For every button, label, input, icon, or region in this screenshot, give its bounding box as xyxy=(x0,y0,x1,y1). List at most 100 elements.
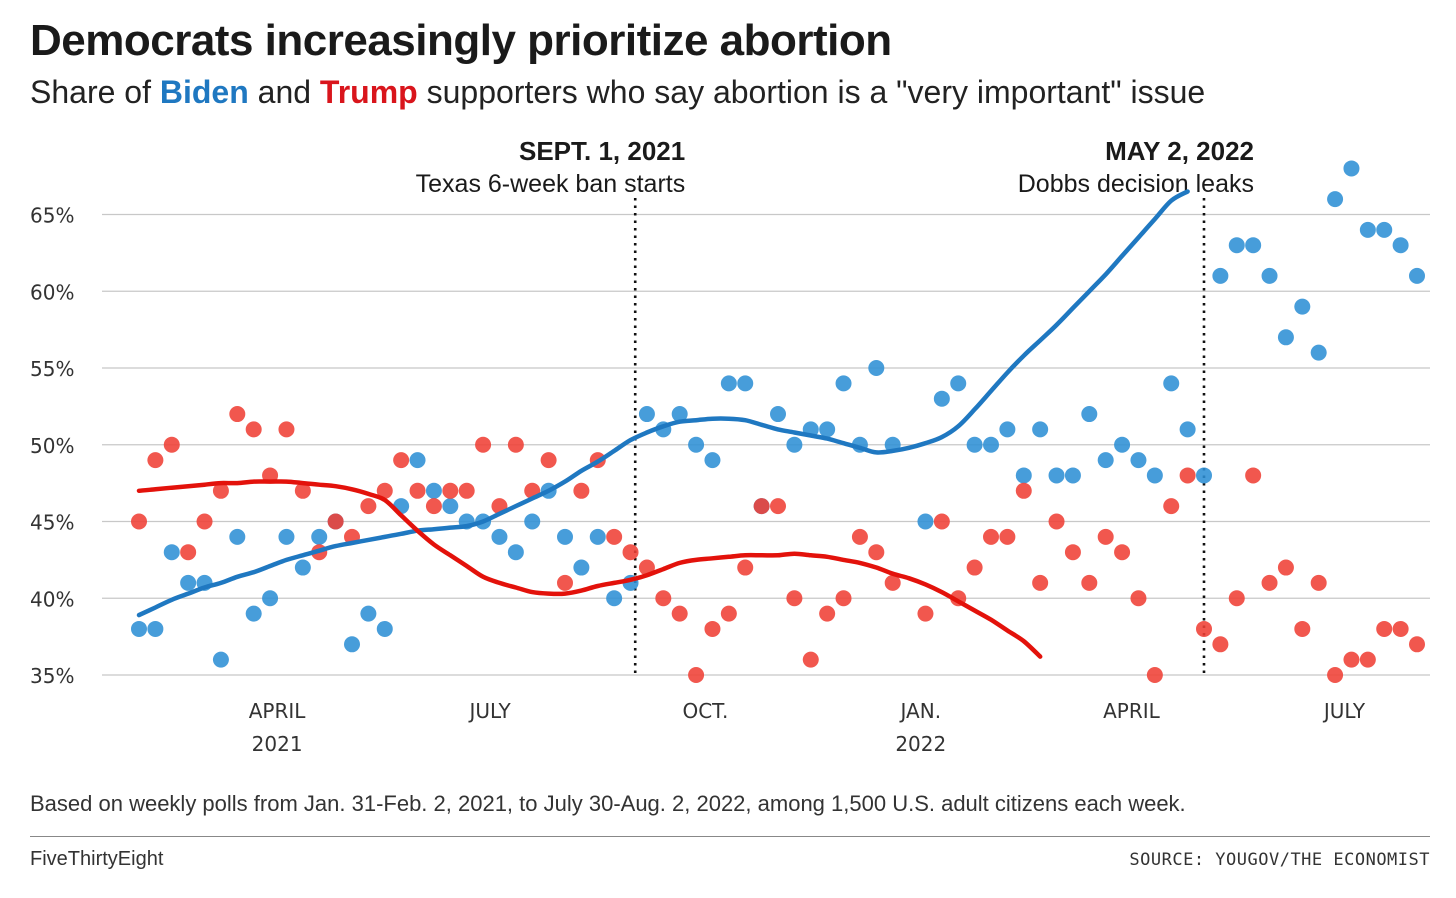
trump-data-point xyxy=(737,559,754,576)
trump-data-point xyxy=(704,620,721,637)
biden-data-point xyxy=(1179,421,1196,438)
event-annotations: SEPT. 1, 2021 Texas 6-week ban starts MAY … xyxy=(416,136,1254,676)
brand-label: FiveThirtyEight xyxy=(30,848,164,870)
x-tick-label: JULY xyxy=(467,699,511,723)
trump-data-point xyxy=(983,528,999,545)
biden-data-point xyxy=(1376,221,1393,238)
trump-data-point xyxy=(884,574,901,591)
trump-data-point xyxy=(851,528,868,545)
trump-data-point xyxy=(1359,651,1376,668)
trump-data-point xyxy=(770,498,786,515)
trump-data-point xyxy=(802,651,819,668)
biden-data-point xyxy=(606,590,623,607)
biden-data-point xyxy=(1343,160,1360,177)
trump-data-point xyxy=(1048,513,1065,530)
biden-data-point xyxy=(344,636,360,653)
biden-data-point xyxy=(147,620,164,637)
trump-data-point xyxy=(196,513,213,530)
biden-data-point xyxy=(638,406,655,423)
biden-data-point xyxy=(180,574,197,591)
trump-data-point xyxy=(1163,498,1180,515)
trump-data-point xyxy=(1081,574,1098,591)
biden-data-point xyxy=(770,406,786,423)
biden-data-point xyxy=(245,605,262,622)
trump-data-point xyxy=(1392,620,1409,637)
trump-data-point xyxy=(376,482,393,499)
biden-data-point xyxy=(1032,421,1049,438)
subtitle-trump-label: Trump xyxy=(319,74,418,110)
trump-data-point xyxy=(1130,590,1147,607)
biden-data-point xyxy=(1212,267,1229,284)
data-points xyxy=(131,160,1425,683)
trump-data-point xyxy=(212,482,229,499)
trump-data-point xyxy=(1310,574,1327,591)
trump-data-point xyxy=(557,574,573,591)
trump-trend-line xyxy=(136,479,1043,659)
biden-data-point xyxy=(819,421,836,438)
trump-data-point xyxy=(425,498,442,515)
biden-data-point xyxy=(131,620,147,637)
biden-data-point xyxy=(1294,298,1311,315)
trump-data-point xyxy=(1327,667,1344,683)
biden-data-point xyxy=(933,390,950,407)
biden-data-point xyxy=(966,436,983,453)
biden-data-point xyxy=(311,528,328,545)
trump-data-point xyxy=(1032,574,1049,591)
trump-data-point xyxy=(1114,544,1131,561)
y-tick-label: 45% xyxy=(30,511,74,535)
subtitle-prefix: Share of xyxy=(30,74,160,110)
trump-data-point xyxy=(671,605,688,622)
trump-data-point xyxy=(360,498,377,515)
y-tick-label: 60% xyxy=(30,280,74,304)
source-label: SOURCE: YOUGOV/THE ECONOMIST xyxy=(1129,850,1430,870)
x-tick-label: JAN. xyxy=(899,699,942,723)
y-tick-label: 35% xyxy=(30,664,74,688)
biden-data-point xyxy=(688,436,705,453)
subtitle-and: and xyxy=(248,74,320,110)
biden-data-point xyxy=(737,375,754,392)
trump-data-point xyxy=(393,452,410,469)
biden-data-point xyxy=(1097,452,1114,469)
biden-data-point xyxy=(1277,329,1294,346)
biden-data-point xyxy=(1261,267,1278,284)
trump-data-point xyxy=(131,513,147,530)
trump-data-point xyxy=(1261,574,1278,591)
trump-data-point xyxy=(1212,636,1229,653)
event-description-label: Dobbs decision leaks xyxy=(1018,170,1254,198)
biden-data-point xyxy=(1130,452,1147,469)
y-tick-label: 50% xyxy=(30,434,74,458)
trump-data-point xyxy=(1097,528,1114,545)
x-tick-label: APRIL xyxy=(249,699,307,723)
chart-subtitle: Share of Biden and Trump supporters who … xyxy=(30,74,1205,111)
biden-data-point xyxy=(1245,237,1262,254)
trump-data-point xyxy=(819,605,836,622)
trump-data-point xyxy=(622,544,639,561)
trump-data-point xyxy=(163,436,180,453)
trump-data-point xyxy=(835,590,852,607)
x-tick-label: 2022 xyxy=(895,732,946,756)
trump-data-point xyxy=(1409,636,1425,653)
biden-data-point xyxy=(229,528,246,545)
x-axis-ticks: APRIL 2021 JULY OCT. JAN. 2022 APRIL JULY xyxy=(249,699,1366,756)
biden-data-point xyxy=(262,590,279,607)
event-date-label: SEPT. 1, 2021 xyxy=(519,136,685,166)
biden-data-point xyxy=(917,513,934,530)
x-tick-label: 2021 xyxy=(252,732,303,756)
biden-data-point xyxy=(524,513,541,530)
trump-data-point xyxy=(245,421,262,438)
biden-data-point xyxy=(1228,237,1245,254)
gridlines xyxy=(102,213,1430,676)
biden-data-point xyxy=(573,559,590,576)
trump-data-point xyxy=(655,590,672,607)
biden-data-point xyxy=(999,421,1016,438)
biden-data-point xyxy=(868,360,885,376)
biden-data-point xyxy=(1392,237,1409,254)
biden-data-point xyxy=(1163,375,1180,392)
biden-data-point xyxy=(557,528,573,545)
trump-data-point xyxy=(180,544,197,561)
biden-data-point xyxy=(671,406,688,423)
y-tick-label: 40% xyxy=(30,587,74,611)
biden-data-point xyxy=(950,375,967,392)
biden-data-point xyxy=(294,559,311,576)
biden-data-point xyxy=(1327,191,1344,208)
